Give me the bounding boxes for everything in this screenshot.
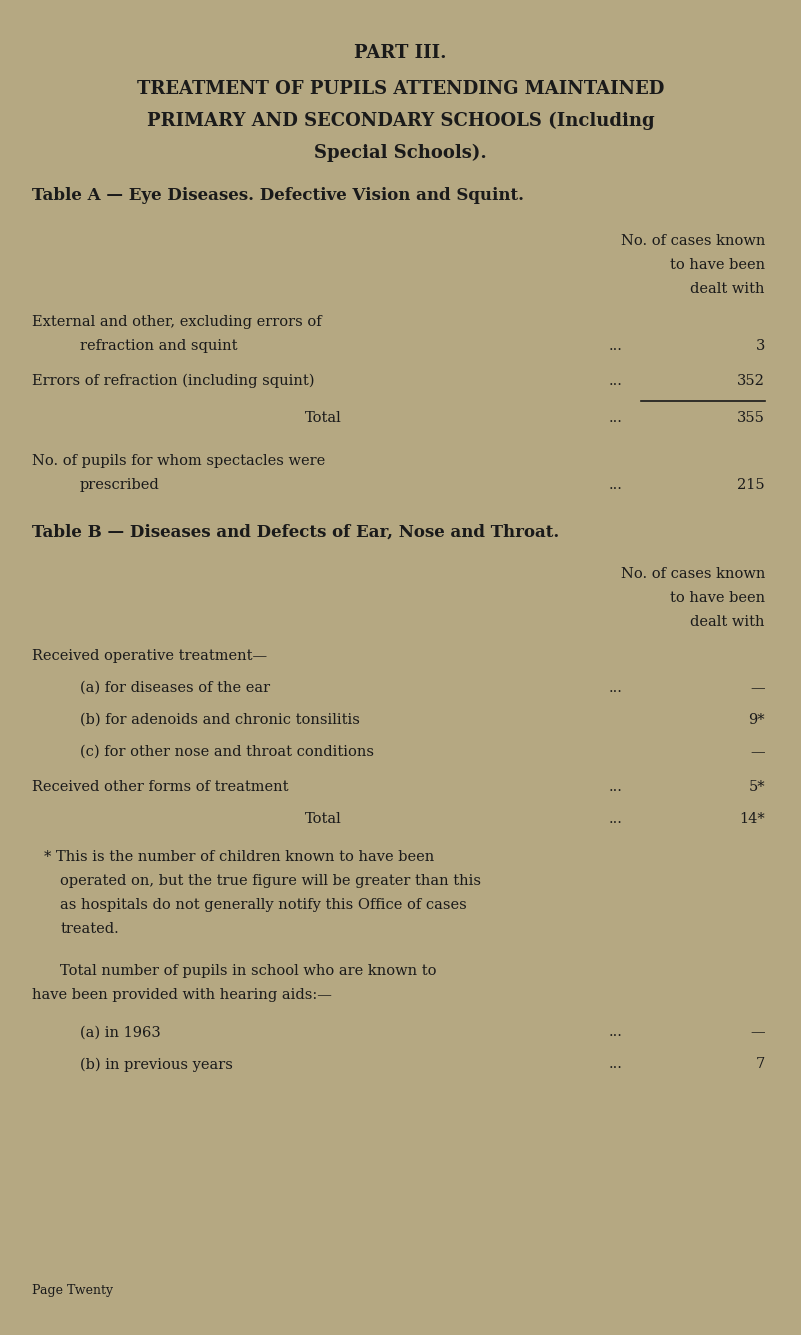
Text: as hospitals do not generally notify this Office of cases: as hospitals do not generally notify thi… [60, 898, 467, 912]
Text: ...: ... [609, 1057, 622, 1071]
Text: ...: ... [609, 812, 622, 825]
Text: * This is the number of children known to have been: * This is the number of children known t… [44, 850, 434, 864]
Text: Total: Total [304, 411, 341, 425]
Text: —: — [751, 681, 765, 694]
Text: operated on, but the true figure will be greater than this: operated on, but the true figure will be… [60, 874, 481, 888]
Text: —: — [751, 745, 765, 758]
Text: (a) for diseases of the ear: (a) for diseases of the ear [80, 681, 270, 694]
Text: 5*: 5* [748, 780, 765, 793]
Text: ...: ... [609, 411, 622, 425]
Text: No. of cases known: No. of cases known [621, 567, 765, 581]
Text: Total: Total [304, 812, 341, 825]
Text: Table A — Eye Diseases. Defective Vision and Squint.: Table A — Eye Diseases. Defective Vision… [32, 187, 524, 204]
Text: ...: ... [609, 780, 622, 793]
Text: Errors of refraction (including squint): Errors of refraction (including squint) [32, 374, 315, 388]
Text: treated.: treated. [60, 922, 119, 936]
Text: PART III.: PART III. [354, 44, 447, 61]
Text: ...: ... [609, 1025, 622, 1039]
Text: (b) in previous years: (b) in previous years [80, 1057, 233, 1072]
Text: prescribed: prescribed [80, 478, 160, 491]
Text: 215: 215 [738, 478, 765, 491]
Text: External and other, excluding errors of: External and other, excluding errors of [32, 315, 322, 328]
Text: 355: 355 [737, 411, 765, 425]
Text: No. of pupils for whom spectacles were: No. of pupils for whom spectacles were [32, 454, 325, 467]
Text: 7: 7 [755, 1057, 765, 1071]
Text: Received operative treatment—: Received operative treatment— [32, 649, 268, 662]
Text: have been provided with hearing aids:—: have been provided with hearing aids:— [32, 988, 332, 1001]
Text: Table B — Diseases and Defects of Ear, Nose and Throat.: Table B — Diseases and Defects of Ear, N… [32, 523, 559, 541]
Text: (b) for adenoids and chronic tonsilitis: (b) for adenoids and chronic tonsilitis [80, 713, 360, 726]
Text: (c) for other nose and throat conditions: (c) for other nose and throat conditions [80, 745, 374, 758]
Text: Page Twenty: Page Twenty [32, 1284, 113, 1298]
Text: 9*: 9* [748, 713, 765, 726]
Text: No. of cases known: No. of cases known [621, 234, 765, 247]
Text: —: — [751, 1025, 765, 1039]
Text: ...: ... [609, 681, 622, 694]
Text: ...: ... [609, 339, 622, 352]
Text: to have been: to have been [670, 258, 765, 271]
Text: ...: ... [609, 478, 622, 491]
Text: dealt with: dealt with [690, 282, 765, 295]
Text: Special Schools).: Special Schools). [314, 144, 487, 163]
Text: dealt with: dealt with [690, 615, 765, 629]
Text: 352: 352 [737, 374, 765, 387]
Text: to have been: to have been [670, 591, 765, 605]
Text: (a) in 1963: (a) in 1963 [80, 1025, 161, 1039]
Text: Received other forms of treatment: Received other forms of treatment [32, 780, 288, 793]
Text: 3: 3 [755, 339, 765, 352]
Text: 14*: 14* [739, 812, 765, 825]
Text: ...: ... [609, 374, 622, 387]
Text: PRIMARY AND SECONDARY SCHOOLS (Including: PRIMARY AND SECONDARY SCHOOLS (Including [147, 112, 654, 131]
Text: refraction and squint: refraction and squint [80, 339, 238, 352]
Text: Total number of pupils in school who are known to: Total number of pupils in school who are… [60, 964, 437, 977]
Text: TREATMENT OF PUPILS ATTENDING MAINTAINED: TREATMENT OF PUPILS ATTENDING MAINTAINED [137, 80, 664, 97]
